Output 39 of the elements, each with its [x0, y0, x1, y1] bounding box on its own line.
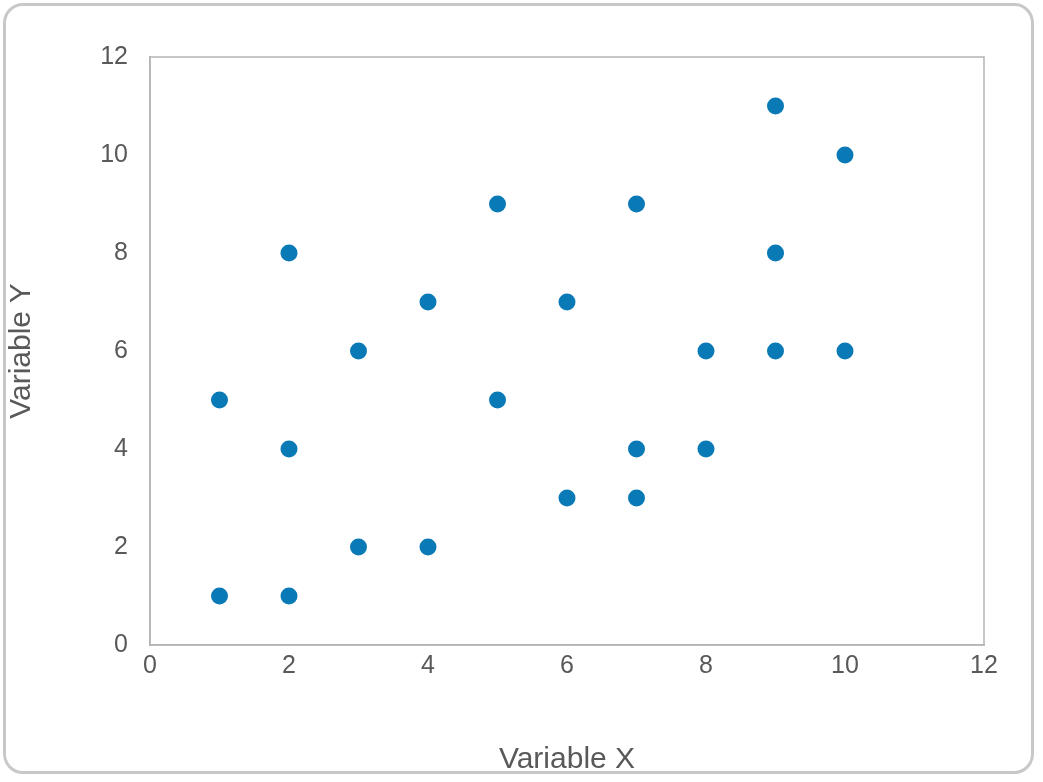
y-tick-label: 6: [114, 334, 128, 363]
point: [628, 440, 645, 458]
point: [419, 293, 437, 311]
point: [280, 587, 298, 605]
point: [419, 538, 437, 556]
point: [697, 440, 715, 458]
x-tick-label: 8: [699, 649, 713, 678]
point: [836, 342, 854, 360]
point: [628, 489, 645, 507]
y-tick-label: 8: [114, 236, 128, 265]
point: [280, 244, 298, 262]
x-tick-label: 6: [560, 649, 574, 678]
point: [558, 489, 576, 507]
x-tick-label: 2: [282, 649, 296, 678]
point: [836, 146, 854, 164]
x-tick-label: 0: [143, 649, 157, 678]
y-tick-label: 10: [100, 138, 128, 167]
point: [489, 391, 506, 409]
y-tick-label: 0: [114, 628, 128, 657]
x-tick-label: 12: [970, 649, 998, 678]
x-tick-label: 4: [421, 649, 436, 678]
x-axis-title: Variable X: [498, 741, 636, 775]
point: [211, 587, 228, 605]
x-tick-label: 10: [831, 649, 859, 678]
point: [558, 293, 576, 311]
point: [211, 391, 228, 409]
point: [350, 538, 367, 556]
point: [767, 244, 784, 262]
point: [767, 97, 784, 115]
point: [280, 440, 298, 458]
point: [628, 195, 645, 213]
point: [697, 342, 715, 360]
point: [350, 342, 367, 360]
point: [489, 195, 506, 213]
y-tick-label: 12: [100, 40, 128, 69]
y-tick-label: 2: [114, 530, 128, 559]
y-axis-title: Variable Y: [3, 283, 37, 419]
point: [767, 342, 784, 360]
y-tick-label: 4: [114, 432, 129, 461]
